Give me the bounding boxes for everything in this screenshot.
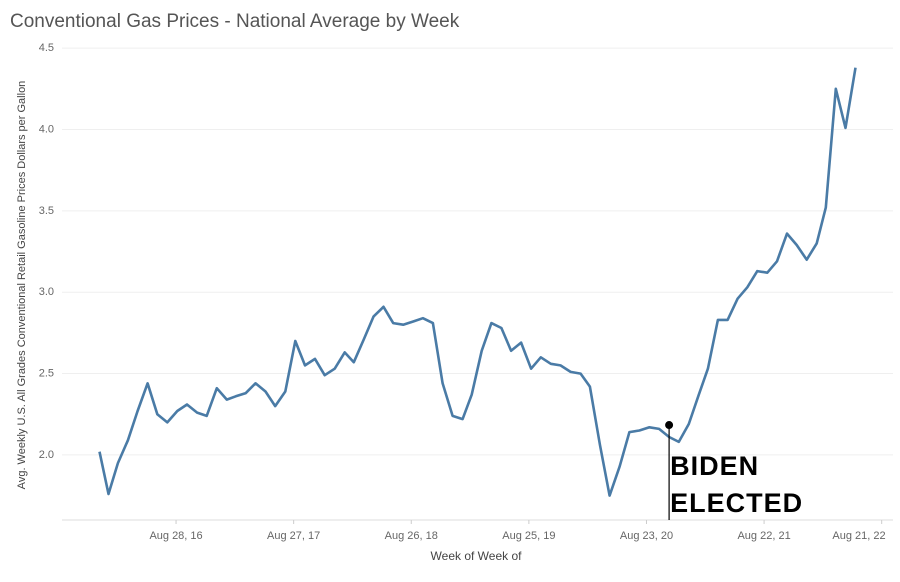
chart-title: Conventional Gas Prices - National Avera…	[10, 11, 460, 32]
y-tick-label: 4.5	[39, 42, 54, 54]
y-tick-label: 2.0	[39, 449, 54, 461]
x-tick-label: Aug 22, 21	[737, 530, 790, 542]
x-tick-label: Aug 27, 17	[267, 530, 320, 542]
y-axis-label: Avg. Weekly U.S. All Grades Conventional…	[16, 81, 28, 490]
y-tick-label: 3.0	[39, 286, 54, 298]
annotation-text: BIDEN	[670, 451, 759, 481]
y-tick-label: 4.0	[39, 123, 54, 135]
annotation-text: ELECTED	[670, 488, 803, 518]
y-tick-label: 3.5	[39, 205, 54, 217]
x-tick-label: Aug 23, 20	[620, 530, 673, 542]
x-tick-label: Aug 21, 22	[832, 530, 885, 542]
annotation-dot	[665, 421, 674, 430]
x-tick-label: Aug 26, 18	[385, 530, 438, 542]
price-line	[98, 67, 857, 497]
y-tick-label: 2.5	[39, 367, 54, 379]
x-tick-label: Aug 28, 16	[149, 530, 202, 542]
x-tick-label: Aug 25, 19	[502, 530, 555, 542]
x-axis-label: Week of Week of	[431, 549, 523, 563]
